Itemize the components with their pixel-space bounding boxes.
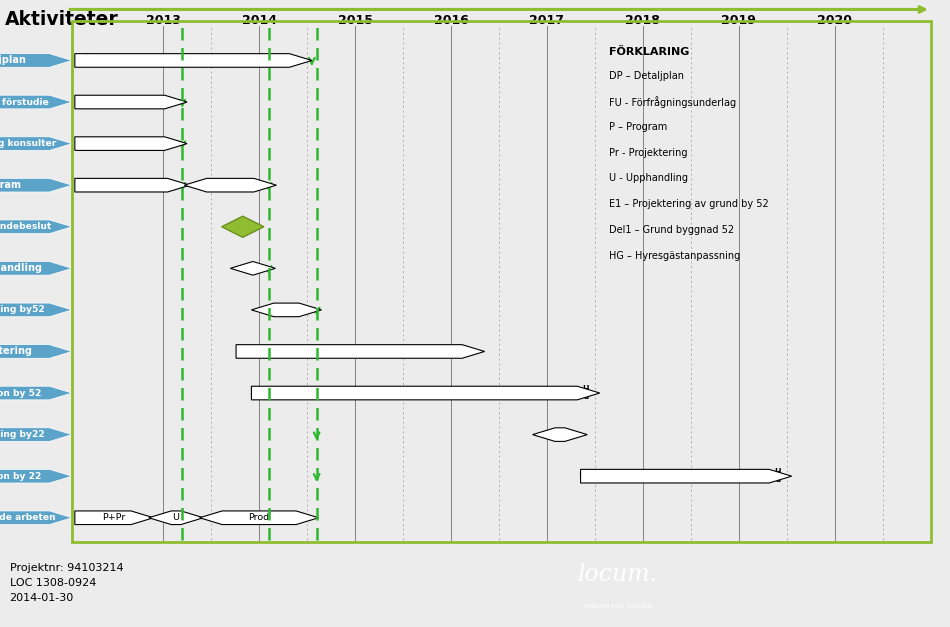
Text: G: G [582, 393, 588, 401]
Polygon shape [0, 220, 72, 233]
Polygon shape [221, 216, 264, 238]
Text: Del1: Del1 [271, 388, 294, 398]
Text: Systemhandling: Systemhandling [0, 263, 42, 273]
Text: DP och bygglov: DP och bygglov [151, 55, 233, 65]
Text: 2016: 2016 [433, 14, 468, 28]
Polygon shape [230, 261, 276, 275]
Polygon shape [184, 178, 276, 192]
Text: 2013: 2013 [145, 14, 180, 28]
Text: Del1 – Grund byggnad 52: Del1 – Grund byggnad 52 [609, 225, 734, 235]
Polygon shape [0, 345, 72, 358]
Polygon shape [75, 54, 312, 67]
Text: 2017: 2017 [529, 14, 564, 28]
Text: Upphandling by52: Upphandling by52 [0, 305, 45, 314]
Text: G: G [774, 475, 780, 485]
Text: DP – Detaljplan: DP – Detaljplan [609, 71, 684, 81]
Polygon shape [75, 137, 187, 150]
Text: U: U [173, 514, 180, 522]
Text: 2020: 2020 [817, 14, 852, 28]
Text: FU - Förfrågningsunderlag: FU - Förfrågningsunderlag [609, 97, 736, 108]
Text: P+Pr: P+Pr [103, 514, 126, 522]
Text: E1: E1 [253, 347, 265, 357]
Text: PM: PM [88, 59, 100, 68]
Text: HG – Hyresgästanpassning: HG – Hyresgästanpassning [609, 251, 741, 261]
Text: Fördjupad förstudie: Fördjupad förstudie [0, 98, 48, 107]
Polygon shape [0, 428, 72, 441]
Text: Start: Start [85, 53, 104, 62]
Polygon shape [0, 261, 72, 275]
Text: H: H [774, 468, 781, 477]
Polygon shape [0, 137, 72, 150]
Polygon shape [0, 303, 72, 317]
Text: Projektering: Projektering [0, 347, 32, 357]
Text: 2014: 2014 [241, 14, 276, 28]
Text: Produktion by 52: Produktion by 52 [0, 389, 42, 398]
Text: Förberedande arbeten: Förberedande arbeten [0, 514, 55, 522]
Text: 2018: 2018 [625, 14, 660, 28]
Text: H: H [582, 385, 589, 394]
Polygon shape [533, 428, 587, 441]
Polygon shape [580, 470, 791, 483]
Text: 2015: 2015 [337, 14, 372, 28]
Text: U - Upphandling: U - Upphandling [609, 174, 689, 184]
Text: Produktion by 22: Produktion by 22 [0, 472, 42, 481]
Text: VÅRDEN FÖR VÅRDEN: VÅRDEN FÖR VÅRDEN [582, 604, 653, 609]
Polygon shape [75, 95, 187, 109]
Text: P – Program: P – Program [609, 122, 668, 132]
Text: Program: Program [0, 180, 21, 190]
Text: Upphandling konsulter: Upphandling konsulter [0, 139, 56, 148]
Polygon shape [0, 511, 72, 525]
Polygon shape [75, 178, 190, 192]
Polygon shape [252, 303, 321, 317]
Text: Projektnr: 94103214
LOC 1308-0924
2014-01-30: Projektnr: 94103214 LOC 1308-0924 2014-0… [10, 563, 124, 603]
Polygon shape [0, 470, 72, 483]
Text: locum.: locum. [578, 563, 657, 586]
Text: Upphandling by22: Upphandling by22 [0, 430, 45, 439]
Text: Prod: Prod [249, 514, 270, 522]
Polygon shape [200, 511, 318, 525]
Polygon shape [252, 386, 599, 400]
Text: Aktiviteter: Aktiviteter [5, 10, 119, 29]
Text: FÖRKLARING: FÖRKLARING [609, 47, 690, 57]
Text: Pr - Projektering: Pr - Projektering [609, 148, 688, 158]
Polygon shape [0, 178, 72, 192]
Polygon shape [0, 54, 72, 67]
Polygon shape [0, 95, 72, 109]
Text: 2019: 2019 [721, 14, 756, 28]
Polygon shape [149, 511, 203, 525]
Text: Detaljplan: Detaljplan [0, 55, 26, 65]
Polygon shape [236, 345, 484, 358]
Polygon shape [0, 386, 72, 400]
Text: E1 – Projektering av grund by 52: E1 – Projektering av grund by 52 [609, 199, 770, 209]
Text: Genomförandebeslut: Genomförandebeslut [0, 222, 51, 231]
Polygon shape [75, 511, 154, 525]
